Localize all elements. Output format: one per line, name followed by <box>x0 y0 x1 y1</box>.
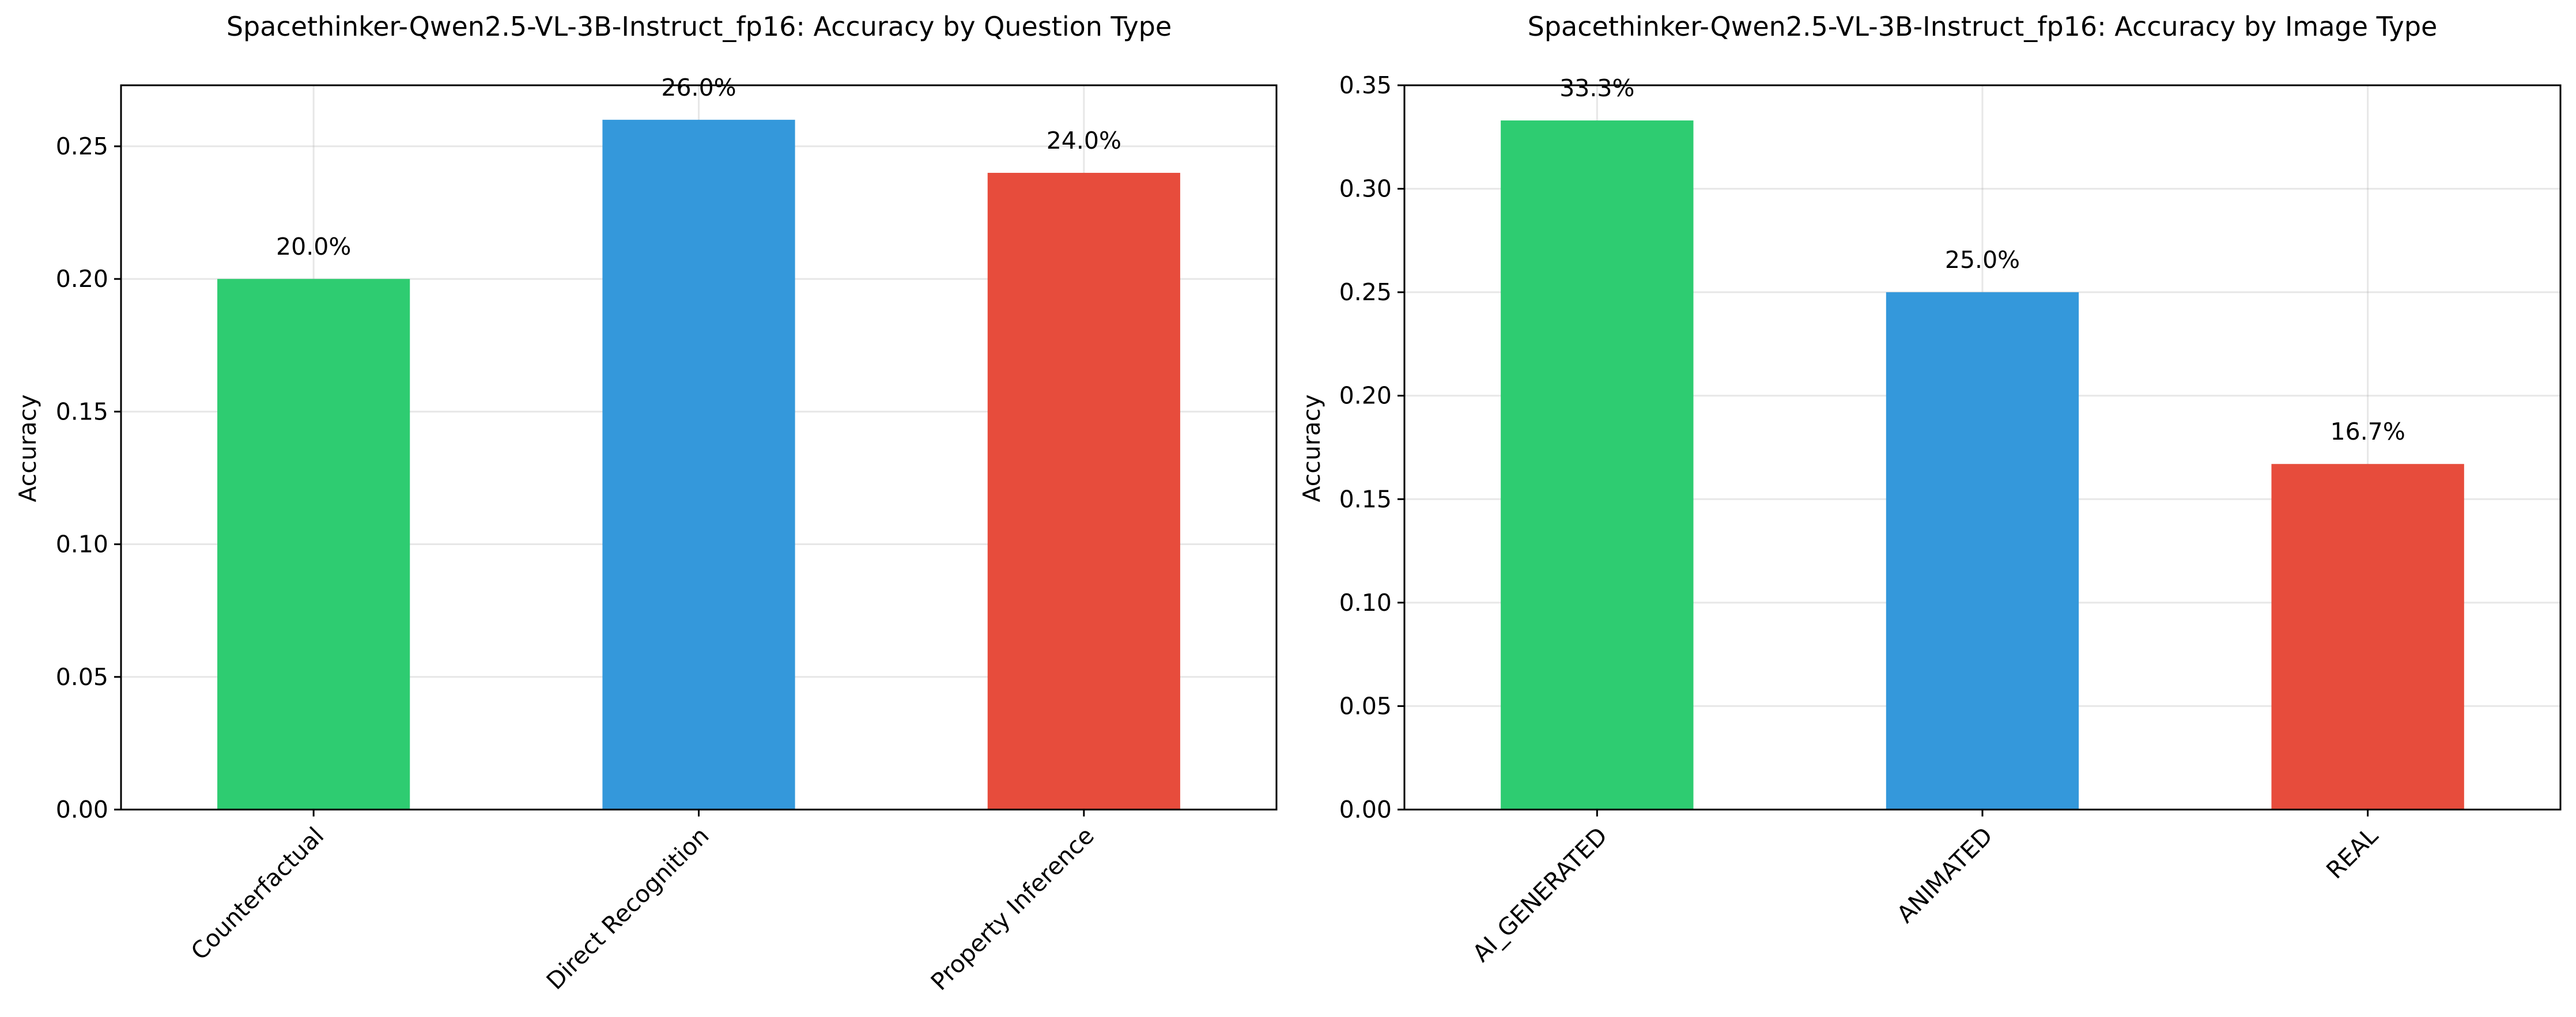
bar <box>217 279 410 810</box>
y-tick-label: 0.15 <box>56 398 108 425</box>
data-label: 33.3% <box>1559 74 1634 102</box>
y-tick-label: 0.00 <box>56 796 108 823</box>
y-tick-label: 0.10 <box>56 531 108 558</box>
y-tick-label: 0.10 <box>1339 589 1392 617</box>
bar <box>987 172 1180 810</box>
bar <box>2271 464 2464 810</box>
bar <box>602 119 795 810</box>
y-tick-label: 0.20 <box>1339 382 1392 410</box>
y-tick-label: 0.35 <box>1339 71 1392 99</box>
y-tick-label: 0.25 <box>1339 278 1392 306</box>
axes-frame <box>120 84 1278 811</box>
chart-title: Spacethinker-Qwen2.5-VL-3B-Instruct_fp16… <box>226 11 1172 42</box>
y-tick-label: 0.15 <box>1339 485 1392 513</box>
y-tick-label: 0.00 <box>1339 796 1392 823</box>
image-type-chart: Spacethinker-Qwen2.5-VL-3B-Instruct_fp16… <box>1298 11 2562 967</box>
bar <box>1886 292 2079 810</box>
y-tick-label: 0.05 <box>1339 692 1392 720</box>
y-tick-label: 0.20 <box>56 265 108 293</box>
data-label: 20.0% <box>276 233 351 260</box>
y-tick-label: 0.25 <box>56 133 108 160</box>
y-tick-label: 0.05 <box>56 663 108 691</box>
y-tick-label: 0.30 <box>1339 175 1392 203</box>
axes-frame <box>1403 84 2562 811</box>
data-label: 16.7% <box>2331 418 2405 445</box>
data-label: 26.0% <box>661 74 736 101</box>
y-axis-label: Accuracy <box>14 394 41 502</box>
y-axis-label: Accuracy <box>1298 394 1325 502</box>
data-label: 24.0% <box>1047 127 1121 154</box>
bar <box>1501 120 1694 810</box>
data-label: 25.0% <box>1945 246 2020 274</box>
chart-title: Spacethinker-Qwen2.5-VL-3B-Instruct_fp16… <box>1528 11 2438 42</box>
